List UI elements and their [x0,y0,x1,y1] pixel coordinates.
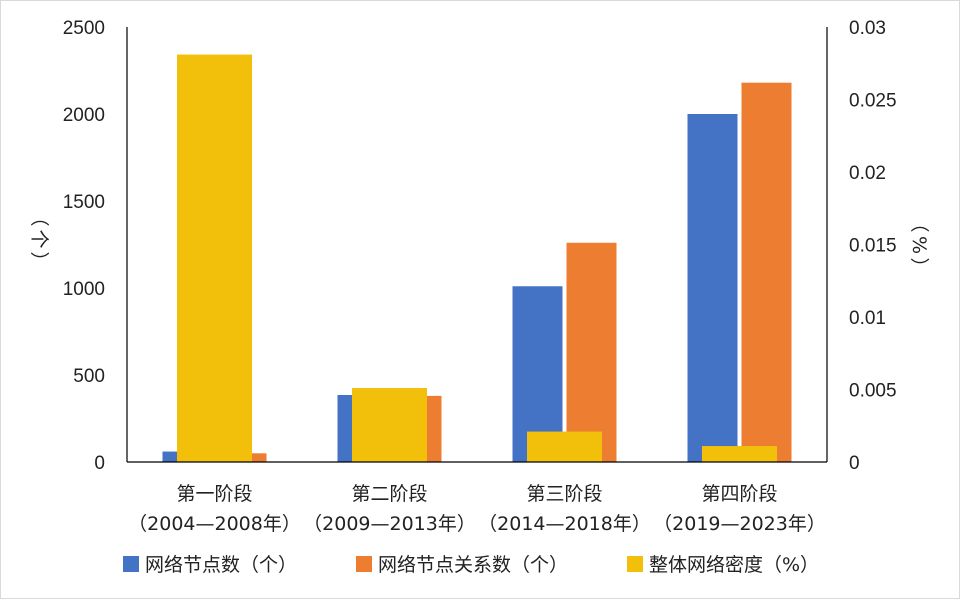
category-label-3: （2014—2018年） [478,513,651,535]
right-axis-label-char: （ [908,213,930,232]
left-tick-label: 2500 [63,18,105,39]
legend-label-1: 网络节点数（个） [145,554,297,576]
category-label-4: （2019—2023年） [653,513,826,535]
left-axis-label-char: 个 [28,229,50,248]
right-axis-label-char: % [908,236,930,254]
left-axis-label-char: （ [28,207,50,226]
bar-density-4 [702,446,777,462]
right-tick-label: 0.02 [849,163,886,184]
right-axis-label-char: ） [908,257,930,276]
category-label-2: （2009—2013年） [303,513,476,535]
bars-layer [162,54,792,463]
legend: 网络节点数（个） 网络节点关系数（个） 整体网络密度（%） [123,554,819,576]
bar-density-1 [177,54,252,463]
category-label-1: （2004—2008年） [128,513,301,535]
right-tick-label: 0.015 [849,236,897,257]
category-label-3: 第三阶段 [526,483,602,505]
right-tick-label: 0.03 [849,18,886,39]
right-axis-label: （% ） [908,213,930,276]
bar-density-3 [527,431,602,462]
right-tick-label: 0.025 [849,91,897,112]
left-axis-label-char: ） [28,251,50,270]
right-tick-label: 0.005 [849,381,897,402]
left-tick-label: 2000 [63,105,105,126]
right-tick-label: 0.01 [849,308,886,329]
legend-swatch-2 [356,556,372,572]
legend-label-3: 整体网络密度（%） [649,554,819,576]
category-label-4: 第四阶段 [701,483,777,505]
bar-density-2 [352,388,427,462]
left-tick-label: 500 [73,366,105,387]
right-tick-label: 0 [849,453,860,474]
legend-label-2: 网络节点关系数（个） [378,554,568,576]
left-tick-label: 1000 [63,279,105,300]
bar-relations-4 [741,82,792,463]
bar-nodes-4 [687,114,738,462]
bar-relations-3 [566,242,617,462]
left-tick-label: 0 [94,453,105,474]
legend-swatch-1 [123,556,139,572]
axes-layer: 0 500 1000 1500 2000 2500 0 0.005 0.01 0.015 0.02 0… [28,18,930,535]
left-tick-label: 1500 [63,192,105,213]
category-label-1: 第一阶段 [176,483,252,505]
legend-swatch-3 [627,556,643,572]
left-axis-label: （ 个 ） [28,207,50,270]
category-label-2: 第二阶段 [351,483,427,505]
